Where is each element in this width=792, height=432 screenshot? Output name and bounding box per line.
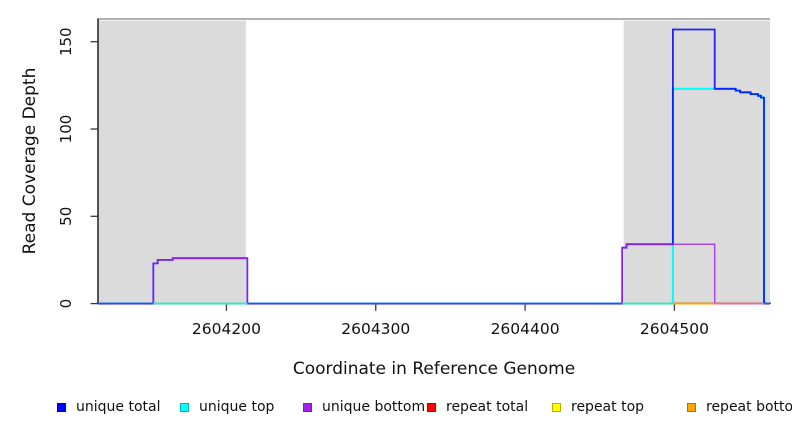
- legend-label-unique-top: unique top: [199, 399, 275, 415]
- legend-swatch-repeat-total: [427, 402, 436, 412]
- x-tick-label: 2604400: [491, 320, 560, 338]
- x-axis-title: Coordinate in Reference Genome: [292, 359, 576, 379]
- legend-label-unique-total: unique total: [76, 399, 161, 415]
- y-tick-label: 50: [57, 207, 75, 226]
- legend-item-unique-top: unique top: [180, 399, 274, 415]
- legend-label-unique-bottom: unique bottom: [322, 399, 426, 415]
- legend-item-repeat-top: repeat top: [552, 399, 644, 415]
- series-unique-bottom: [98, 243, 770, 305]
- legend-label-repeat-top: repeat top: [571, 399, 645, 415]
- legend-label-repeat-bottom: repeat bottom: [706, 399, 792, 415]
- legend-label-repeat-total: repeat total: [446, 399, 529, 415]
- legend-item-repeat-total: repeat total: [427, 399, 528, 415]
- y-axis-title: Read Coverage Depth: [20, 67, 40, 255]
- y-tick-label: 150: [57, 27, 75, 56]
- x-tick-label: 2604300: [341, 320, 410, 338]
- legend-swatch-unique-top: [180, 402, 189, 412]
- masked-region: [98, 20, 246, 304]
- y-tick-label: 100: [57, 115, 75, 144]
- x-tick-label: 2604200: [192, 320, 261, 338]
- legend-swatch-repeat-bottom: [687, 402, 696, 412]
- legend-item-unique-total: unique total: [57, 399, 160, 415]
- y-tick-label: 0: [57, 299, 75, 309]
- x-tick-label: 2604500: [640, 320, 709, 338]
- legend-swatch-unique-total: [57, 402, 66, 412]
- legend-item-repeat-bottom: repeat bottom: [687, 399, 792, 415]
- masked-region: [623, 20, 770, 304]
- legend-item-unique-bottom: unique bottom: [303, 399, 425, 415]
- legend-swatch-unique-bottom: [303, 402, 312, 412]
- legend-swatch-repeat-top: [552, 402, 561, 412]
